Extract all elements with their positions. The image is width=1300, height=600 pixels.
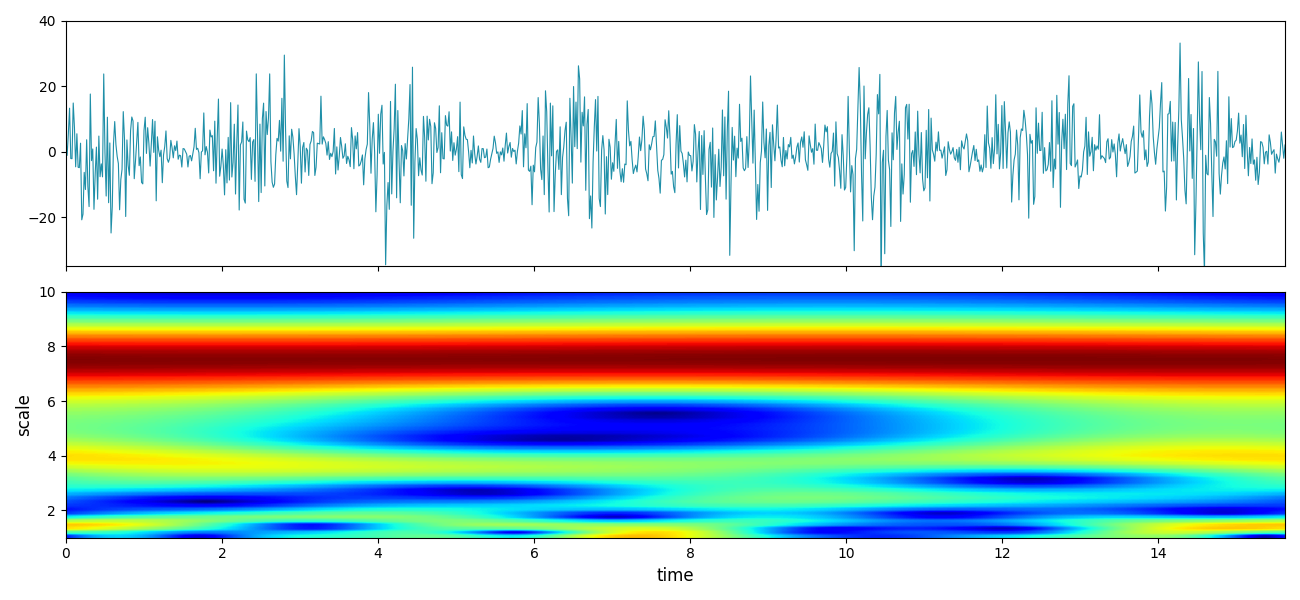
X-axis label: time: time xyxy=(656,567,694,585)
Y-axis label: scale: scale xyxy=(16,394,32,436)
